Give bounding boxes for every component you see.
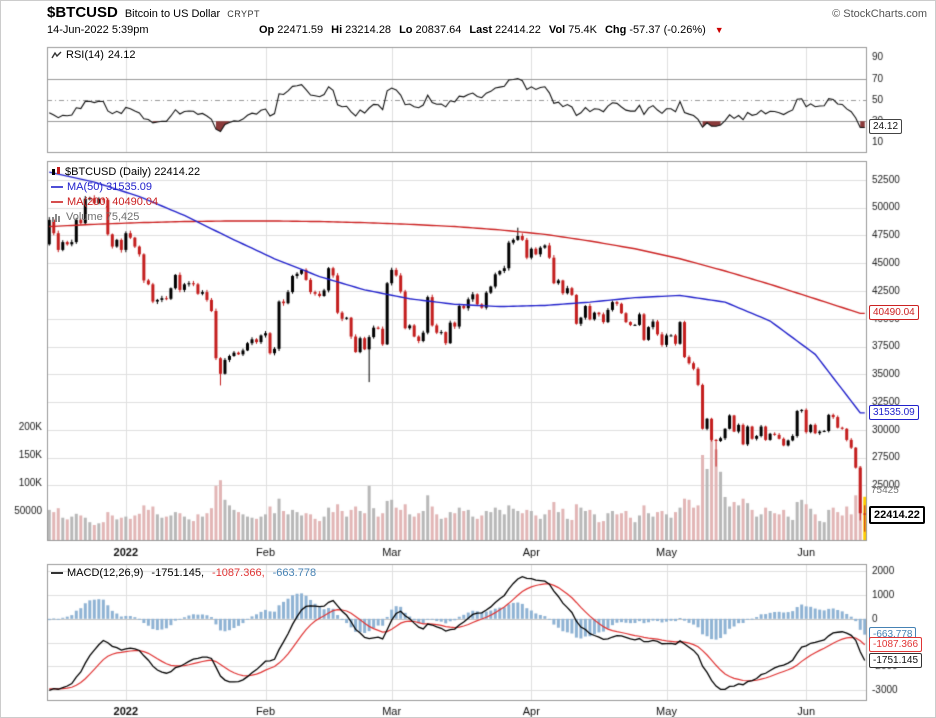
- low-label: Lo: [399, 24, 413, 36]
- rsi-legend-label: RSI(14): [66, 49, 104, 61]
- rsi-indicator-icon: [51, 51, 62, 58]
- symbol-name: Bitcoin to US Dollar: [124, 8, 221, 20]
- high-label: Hi: [331, 24, 343, 36]
- volume-legend: Volume 75,425: [66, 211, 140, 223]
- rsi-value-pill: 24.12: [869, 119, 903, 134]
- ma200-line-icon: [51, 201, 63, 203]
- quote-row: 14-Jun-2022 5:39pm Op 22471.59 Hi 23214.28 L…: [47, 24, 927, 36]
- price-legend: $BTCUSD (Daily) 22414.22 MA(50) 31535.09…: [51, 165, 200, 224]
- exchange-tag: CRYPT: [227, 9, 261, 19]
- macd-signal-value-pill: -1087.366: [869, 637, 923, 652]
- rsi-legend: RSI(14) 24.12: [51, 49, 135, 61]
- macd-signal-value: -1087.366,: [212, 567, 265, 579]
- macd-legend: MACD(12,26,9) -1751.145, -1087.366, -663…: [51, 567, 316, 579]
- high-value: 23214.28: [345, 24, 392, 36]
- volume-label: Vol: [548, 24, 566, 36]
- macd-line-icon: [51, 572, 63, 574]
- macd-legend-label: MACD(12,26,9): [67, 567, 144, 579]
- open-value: 22471.59: [277, 24, 324, 36]
- volume-value: 75.4K: [568, 24, 597, 36]
- volume-bars-icon: [52, 214, 60, 222]
- chart-header: $BTCUSD Bitcoin to US Dollar CRYPT © Sto…: [47, 4, 927, 21]
- macd-line-value-pill: -1751.145: [869, 653, 923, 668]
- macd-hist-value: -663.778: [272, 567, 317, 579]
- ma200-value-pill: 40490.04: [869, 305, 919, 320]
- volume-value-label: 75425: [871, 485, 899, 496]
- ma50-legend: MA(50) 31535.09: [67, 181, 152, 193]
- datetime: 14-Jun-2022 5:39pm: [47, 24, 149, 36]
- last-value: 22414.22: [495, 24, 541, 36]
- price-legend-title: $BTCUSD (Daily) 22414.22: [65, 166, 201, 178]
- change-down-icon: ▼: [714, 25, 724, 35]
- open-label: Op: [259, 24, 275, 36]
- macd-line-value: -1751.145,: [151, 567, 205, 579]
- symbol: $BTCUSD: [47, 4, 118, 21]
- change-value: -57.37 (-0.26%): [629, 24, 706, 36]
- copyright-text: © StockCharts.com: [832, 8, 927, 20]
- ma50-value-pill: 31535.09: [869, 405, 919, 420]
- change-label: Chg: [604, 24, 627, 36]
- low-value: 20837.64: [415, 24, 462, 36]
- candlestick-icon: [52, 167, 60, 175]
- ma50-line-icon: [51, 186, 63, 188]
- last-label: Last: [469, 24, 493, 36]
- rsi-legend-value: 24.12: [107, 49, 136, 61]
- last-price-pill: 22414.22: [869, 506, 925, 524]
- quote-line: Op 22471.59 Hi 23214.28 Lo 20837.64 Last 22414.…: [259, 24, 714, 36]
- ma200-legend: MA(200) 40490.04: [67, 196, 159, 208]
